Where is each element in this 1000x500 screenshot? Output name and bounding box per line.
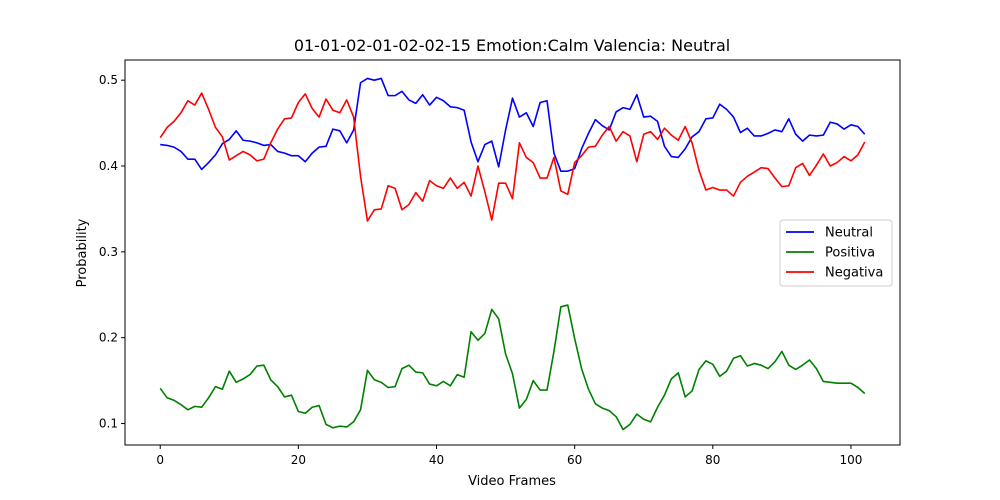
x-tick-label: 40 (429, 453, 444, 467)
plot-frame (124, 59, 901, 446)
x-axis-label: Video Frames (468, 474, 556, 489)
x-tick-label: 20 (291, 453, 306, 467)
plot-layer (159, 77, 866, 431)
x-tick-label: 60 (567, 453, 582, 467)
x-axis-ticks: 0 20 40 60 80 100 (156, 445, 862, 467)
legend-label-neutral: Neutral (825, 226, 873, 241)
y-tick-label: 0.2 (99, 331, 118, 345)
series-line-positiva (159, 304, 866, 431)
legend-label-negativa: Negativa (825, 266, 883, 281)
y-tick-label: 0.5 (99, 73, 118, 87)
y-axis-label: Probability (75, 218, 90, 287)
series-line-neutral (160, 77, 866, 172)
y-axis-ticks: 0.1 0.2 0.3 0.4 0.5 (99, 73, 125, 431)
legend-box (779, 219, 893, 287)
y-tick-label: 0.1 (99, 417, 118, 431)
y-tick-label: 0.4 (99, 159, 118, 173)
x-tick-label: 0 (156, 453, 164, 467)
chart-title: 01-01-02-01-02-02-15 Emotion:Calm Valenc… (294, 36, 730, 55)
x-tick-label: 80 (705, 453, 720, 467)
legend: Neutral Positiva Negativa (779, 219, 893, 287)
x-tick-label: 100 (840, 453, 863, 467)
legend-label-positiva: Positiva (825, 246, 875, 261)
series-line-negativa (159, 92, 866, 222)
y-tick-label: 0.3 (99, 245, 118, 259)
